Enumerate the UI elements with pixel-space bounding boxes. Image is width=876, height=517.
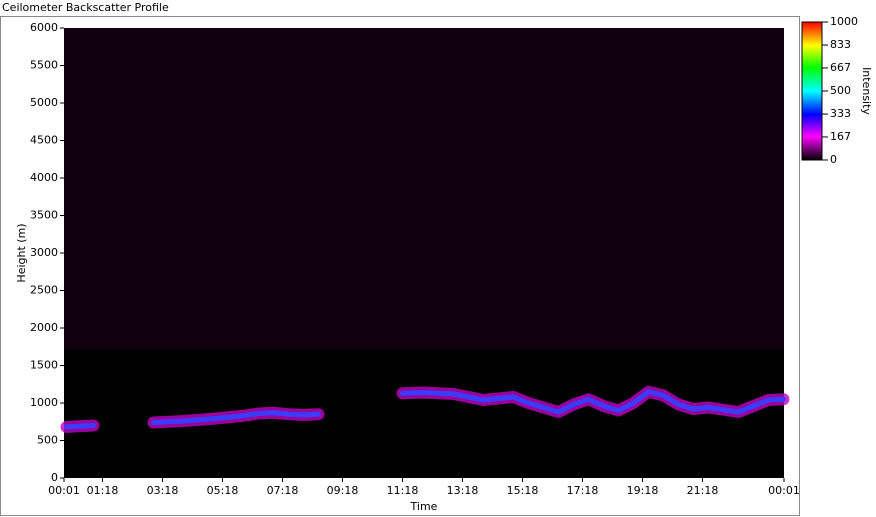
y-tick-label: 0 — [51, 471, 58, 484]
y-tick-label: 3500 — [30, 209, 58, 222]
x-tick-label: 05:18 — [207, 484, 239, 497]
y-axis-label: Height (m) — [15, 223, 28, 282]
x-tick-label: 15:18 — [507, 484, 539, 497]
y-tick-label: 3000 — [30, 246, 58, 259]
y-tick-label: 2500 — [30, 284, 58, 297]
x-tick-label: 09:18 — [327, 484, 359, 497]
colorbar-tick-label: 1000 — [830, 15, 858, 28]
x-tick-label: 00:01 — [48, 484, 80, 497]
y-tick-label: 1500 — [30, 359, 58, 372]
y-tick-label: 1000 — [30, 396, 58, 409]
x-tick-label: 07:18 — [267, 484, 299, 497]
y-tick-label: 5000 — [30, 96, 58, 109]
layer-line — [63, 389, 786, 430]
x-axis-label: Time — [410, 500, 438, 513]
y-tick-label: 5500 — [30, 59, 58, 72]
x-tick-label: 19:18 — [627, 484, 659, 497]
colorbar-tick-label: 0 — [830, 153, 837, 166]
y-tick-label: 4000 — [30, 171, 58, 184]
x-tick-label: 01:18 — [87, 484, 119, 497]
chart-title: Ceilometer Backscatter Profile — [2, 1, 169, 14]
x-tick-label: 13:18 — [447, 484, 479, 497]
y-tick-label: 4500 — [30, 134, 58, 147]
colorbar-tick-label: 167 — [830, 130, 851, 143]
x-tick-label: 17:18 — [567, 484, 599, 497]
y-tick-label: 6000 — [30, 21, 58, 34]
noise-band — [64, 28, 784, 350]
colorbar-tick-label: 500 — [830, 84, 851, 97]
y-tick-label: 500 — [37, 434, 58, 447]
colorbar-tick-label: 833 — [830, 38, 851, 51]
x-tick-label: 21:18 — [687, 484, 719, 497]
y-tick-label: 2000 — [30, 321, 58, 334]
colorbar — [801, 21, 823, 161]
colorbar-tick-label: 667 — [830, 61, 851, 74]
colorbar-label: Intensity — [860, 67, 873, 115]
x-tick-label: 00:01 — [768, 484, 800, 497]
colorbar-tick-label: 333 — [830, 107, 851, 120]
x-tick-label: 11:18 — [387, 484, 419, 497]
x-tick-label: 03:18 — [147, 484, 179, 497]
